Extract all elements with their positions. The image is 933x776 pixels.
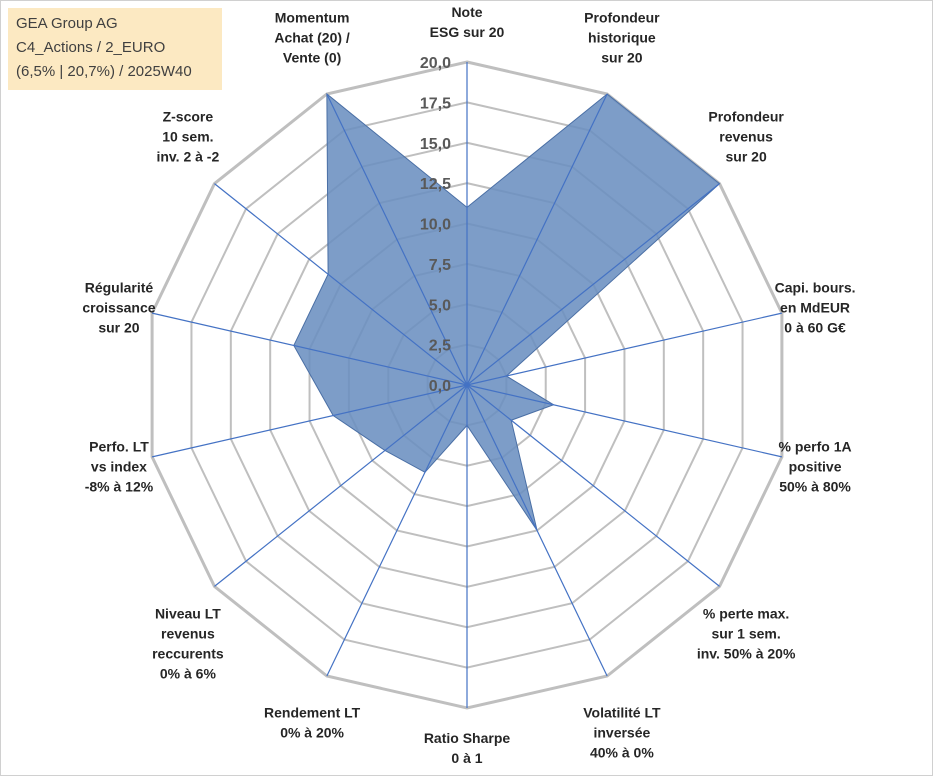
axis-label-9: Niveau LT revenus reccurents 0% à 6% — [152, 606, 224, 682]
axis-label-line: % perte max. — [703, 606, 789, 622]
series-area — [293, 92, 721, 531]
axis-label-line: reccurents — [152, 646, 224, 662]
tick-label: 7,5 — [429, 257, 451, 274]
spoke-2 — [466, 183, 720, 386]
tick-label: 15,0 — [420, 136, 451, 153]
axis-label-5: % perte max. sur 1 sem. inv. 50% à 20% — [697, 606, 796, 662]
axis-label-line: Note — [451, 4, 482, 20]
spoke-9 — [214, 384, 468, 587]
axis-label-line: 40% à 0% — [590, 745, 654, 761]
axis-labels: Note ESG sur 20 Profondeur historique sur 20… — [82, 4, 855, 766]
spoke-4 — [466, 384, 783, 458]
axis-label-7: Ratio Sharpe 0 à 1 — [424, 730, 511, 766]
spoke-6 — [466, 384, 608, 677]
tick-label: 17,5 — [420, 95, 451, 112]
axis-label-line: sur 1 sem. — [711, 626, 780, 642]
radial-tick-labels: 0,0 2,5 5,0 7,5 10,0 12,5 15,0 17,5 20,0 — [420, 55, 451, 395]
axis-label-line: Capi. bours. — [775, 280, 856, 296]
axis-label-4: % perfo 1A positive 50% à 80% — [778, 438, 851, 494]
tick-label: 2,5 — [429, 338, 451, 355]
axis-label-13: Momentum Achat (20) / Vente (0) — [274, 9, 350, 65]
axis-label-line: sur 20 — [725, 148, 766, 164]
axis-label-line: historique — [588, 29, 656, 45]
axis-label-line: 50% à 80% — [779, 478, 851, 494]
axis-label-line: en MdEUR — [780, 300, 850, 316]
axis-label-line: Perfo. LT — [89, 438, 149, 454]
axis-label-line: 0 à 1 — [451, 750, 482, 766]
axis-label-line: sur 20 — [601, 49, 642, 65]
axis-label-12: Z-score 10 sem. inv. 2 à -2 — [156, 108, 219, 164]
axis-label-8: Rendement LT 0% à 20% — [264, 705, 361, 741]
radar-spokes — [151, 62, 783, 708]
axis-label-line: -8% à 12% — [85, 478, 154, 494]
axis-label-line: vs index — [91, 458, 147, 474]
axis-label-line: inv. 50% à 20% — [697, 646, 796, 662]
axis-label-line: croissance — [82, 300, 155, 316]
axis-label-line: 0% à 20% — [280, 725, 344, 741]
axis-label-line: revenus — [719, 128, 773, 144]
axis-label-line: Régularité — [85, 280, 154, 296]
spoke-11 — [151, 312, 468, 386]
tick-label: 10,0 — [420, 217, 451, 234]
axis-label-10: Perfo. LT vs index -8% à 12% — [85, 438, 154, 494]
axis-label-line: 10 sem. — [162, 128, 213, 144]
axis-label-line: Achat (20) / — [274, 29, 350, 45]
info-box: GEA Group AG C4_Actions / 2_EURO (6,5% |… — [8, 8, 222, 90]
category-label: C4_Actions / 2_EURO — [16, 39, 166, 56]
tick-label: 0,0 — [429, 378, 451, 395]
axis-label-line: Rendement LT — [264, 705, 361, 721]
tick-label: 20,0 — [420, 55, 451, 72]
tick-label: 5,0 — [429, 297, 451, 314]
axis-label-3: Capi. bours. en MdEUR 0 à 60 G€ — [775, 280, 856, 336]
company-name: GEA Group AG — [16, 15, 118, 32]
axis-label-line: % perfo 1A — [778, 438, 851, 454]
spoke-5 — [466, 384, 720, 587]
axis-label-0: Note ESG sur 20 — [430, 4, 505, 40]
axis-label-line: inversée — [593, 725, 650, 741]
axis-label-line: Volatilité LT — [583, 705, 661, 721]
spoke-8 — [326, 384, 468, 677]
spoke-13 — [326, 93, 468, 386]
axis-label-line: positive — [789, 458, 842, 474]
radar-series — [293, 92, 721, 531]
axis-label-line: Momentum — [275, 9, 350, 25]
period-label: (6,5% | 20,7%) / 2025W40 — [16, 63, 192, 80]
spoke-3 — [466, 312, 783, 386]
spoke-10 — [151, 384, 468, 458]
axis-label-line: Ratio Sharpe — [424, 730, 511, 746]
spoke-12 — [214, 183, 468, 386]
axis-label-line: Profondeur — [584, 9, 660, 25]
axis-label-6: Volatilité LT inversée 40% à 0% — [583, 705, 661, 761]
axis-label-11: Régularité croissance sur 20 — [82, 280, 155, 336]
axis-label-line: Z-score — [163, 108, 214, 124]
axis-label-line: Profondeur — [708, 108, 784, 124]
axis-label-2: Profondeur revenus sur 20 — [708, 108, 784, 164]
axis-label-line: Vente (0) — [283, 49, 341, 65]
axis-label-line: 0% à 6% — [160, 666, 217, 682]
axis-label-line: Niveau LT — [155, 606, 221, 622]
axis-label-line: inv. 2 à -2 — [156, 148, 219, 164]
axis-label-line: 0 à 60 G€ — [784, 320, 846, 336]
tick-label: 12,5 — [420, 176, 451, 193]
axis-label-line: revenus — [161, 626, 215, 642]
axis-label-line: ESG sur 20 — [430, 24, 505, 40]
axis-label-line: sur 20 — [98, 320, 139, 336]
axis-label-1: Profondeur historique sur 20 — [584, 9, 660, 65]
spoke-1 — [466, 93, 608, 386]
